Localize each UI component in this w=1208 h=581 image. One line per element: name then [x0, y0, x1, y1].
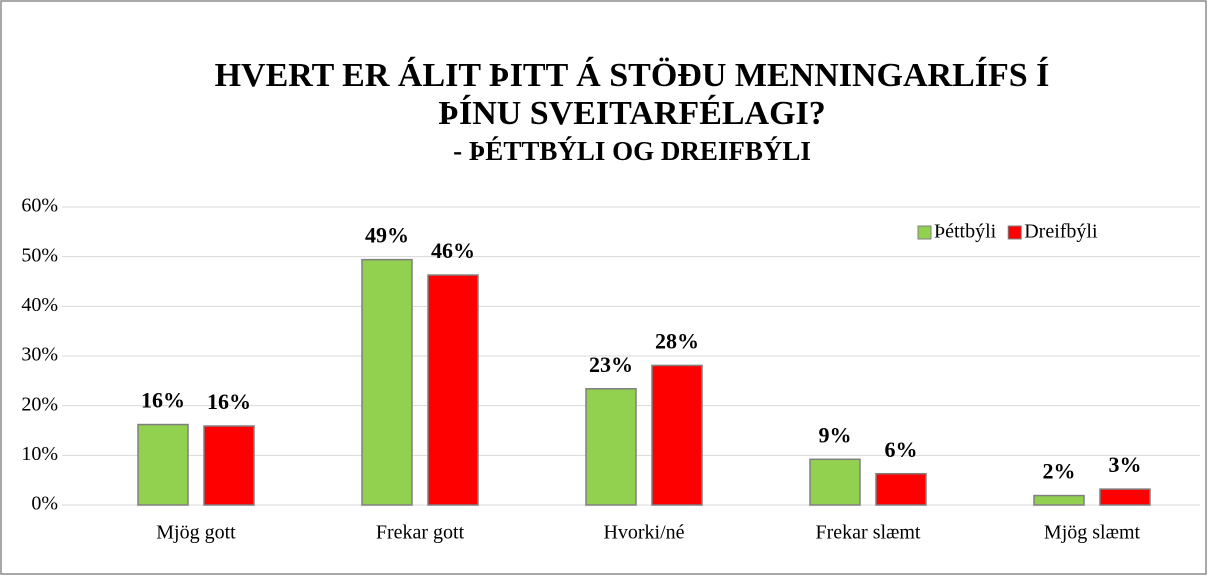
y-tick-label: 20% — [21, 393, 58, 415]
x-tick-label: Frekar gott — [376, 522, 465, 544]
legend-swatch — [1007, 225, 1022, 240]
value-label: 23% — [589, 352, 633, 377]
y-tick-label: 30% — [21, 344, 58, 366]
chart-title: HVERT ER ÁLIT ÞITT Á STÖÐU MENNINGARLÍFS… — [215, 57, 1050, 94]
y-tick-label: 50% — [21, 244, 58, 266]
value-label: 16% — [141, 388, 185, 413]
bar — [137, 423, 189, 506]
chart-title: ÞÍNU SVEITARFÉLAGI? — [438, 95, 826, 132]
legend-label: Dreifbýli — [1024, 221, 1098, 243]
y-tick-label: 10% — [21, 443, 58, 465]
value-label: 49% — [365, 223, 409, 248]
x-tick-label: Hvorki/né — [603, 522, 684, 544]
bar — [651, 364, 703, 506]
value-label: 3% — [1109, 452, 1142, 477]
bar — [585, 388, 637, 506]
value-label: 9% — [819, 422, 852, 447]
x-tick-label: Frekar slæmt — [816, 522, 921, 544]
value-label: 46% — [431, 238, 475, 263]
bar — [427, 274, 479, 506]
x-tick-label: Mjög gott — [156, 522, 236, 544]
bar — [875, 472, 927, 506]
y-tick-label: 0% — [31, 493, 58, 515]
value-label: 28% — [655, 328, 699, 353]
legend-swatch — [917, 225, 932, 240]
chart-subtitle: - ÞÉTTBÝLI OG DREIFBÝLI — [453, 136, 811, 166]
bar — [809, 458, 861, 506]
legend-label: Þéttbýli — [934, 221, 997, 243]
bar — [361, 258, 413, 506]
bar — [203, 425, 255, 506]
bar — [1099, 488, 1151, 506]
x-tick-label: Mjög slæmt — [1044, 522, 1141, 544]
value-label: 2% — [1043, 459, 1076, 484]
value-label: 16% — [207, 389, 251, 414]
y-tick-label: 40% — [21, 294, 58, 316]
value-label: 6% — [885, 437, 918, 462]
y-tick-label: 60% — [21, 195, 58, 217]
bar — [1033, 494, 1085, 506]
